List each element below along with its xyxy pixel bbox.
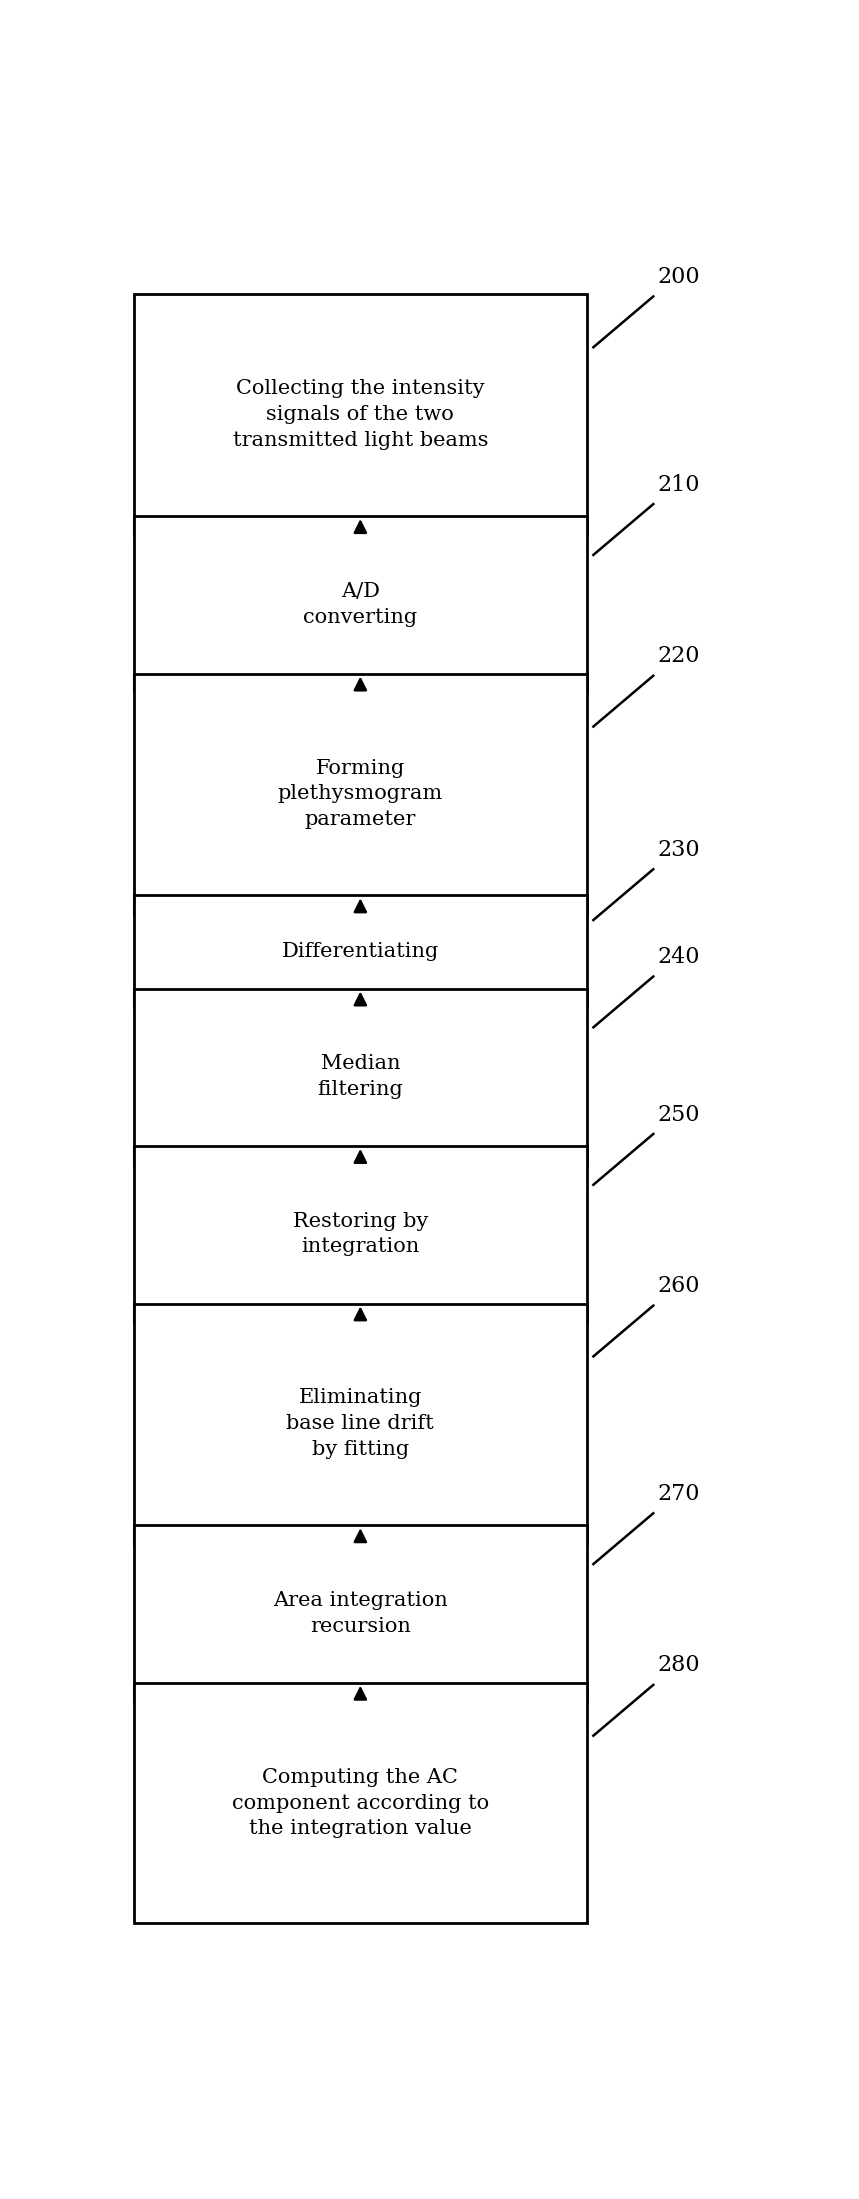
Bar — [134, 295, 587, 534]
Text: 210: 210 — [658, 473, 700, 495]
Text: Median
filtering: Median filtering — [318, 1053, 403, 1100]
Bar — [134, 990, 587, 1165]
Text: 200: 200 — [658, 266, 701, 288]
Text: 250: 250 — [658, 1104, 700, 1126]
Text: Collecting the intensity
signals of the two
transmitted light beams: Collecting the intensity signals of the … — [233, 378, 488, 451]
Text: Eliminating
base line drift
by fitting: Eliminating base line drift by fitting — [286, 1388, 435, 1458]
Text: 280: 280 — [658, 1654, 701, 1676]
Text: 220: 220 — [658, 644, 700, 666]
Text: Computing the AC
component according to
the integration value: Computing the AC component according to … — [232, 1768, 489, 1838]
Text: 240: 240 — [658, 946, 700, 968]
Bar — [134, 517, 587, 693]
Text: Differentiating: Differentiating — [282, 941, 439, 961]
Bar — [134, 1146, 587, 1322]
Bar — [134, 895, 587, 1007]
Text: 230: 230 — [658, 838, 701, 860]
Text: 260: 260 — [658, 1275, 700, 1297]
Bar — [134, 1682, 587, 1924]
Bar — [134, 1304, 587, 1544]
Bar — [134, 673, 587, 915]
Text: Restoring by
integration: Restoring by integration — [293, 1212, 428, 1256]
Text: Forming
plethysmogram
parameter: Forming plethysmogram parameter — [277, 759, 443, 829]
Text: A/D
converting: A/D converting — [303, 583, 417, 627]
Text: 270: 270 — [658, 1482, 700, 1504]
Text: Area integration
recursion: Area integration recursion — [273, 1592, 448, 1636]
Bar — [134, 1526, 587, 1702]
